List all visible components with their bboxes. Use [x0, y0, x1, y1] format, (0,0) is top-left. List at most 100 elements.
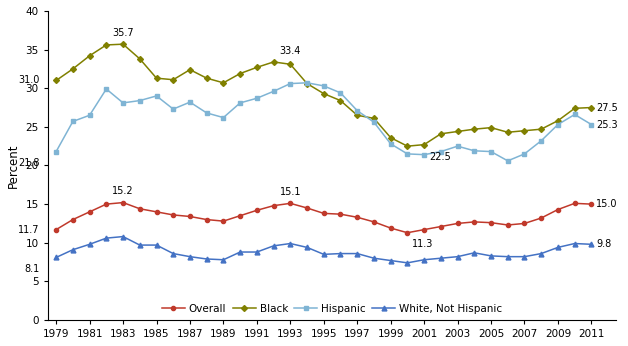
Y-axis label: Percent: Percent: [7, 143, 20, 188]
White, Not Hispanic: [170, 252, 177, 256]
White, Not Hispanic: [571, 242, 578, 246]
Black: [420, 143, 428, 147]
Hispanic: [86, 113, 94, 117]
White, Not Hispanic: [136, 243, 144, 247]
Overall: [186, 215, 193, 219]
White, Not Hispanic: [270, 244, 278, 248]
White, Not Hispanic: [236, 250, 244, 254]
Hispanic: [521, 152, 528, 156]
White, Not Hispanic: [454, 255, 462, 259]
Black: [186, 67, 193, 72]
Overall: [487, 221, 495, 225]
White, Not Hispanic: [470, 251, 478, 255]
White, Not Hispanic: [69, 248, 77, 252]
Hispanic: [102, 87, 110, 91]
Black: [454, 129, 462, 134]
White, Not Hispanic: [487, 254, 495, 258]
Overall: [69, 218, 77, 222]
Hispanic: [470, 149, 478, 153]
Hispanic: [153, 94, 160, 98]
Hispanic: [253, 96, 261, 100]
White, Not Hispanic: [203, 257, 210, 261]
Black: [153, 76, 160, 80]
Black: [370, 116, 377, 120]
Overall: [387, 226, 394, 230]
White, Not Hispanic: [153, 243, 160, 247]
White, Not Hispanic: [253, 250, 261, 254]
Line: Black: Black: [54, 42, 593, 148]
Black: [253, 65, 261, 70]
Overall: [253, 208, 261, 212]
Hispanic: [270, 89, 278, 93]
Line: Overall: Overall: [54, 200, 593, 235]
Hispanic: [236, 101, 244, 105]
Black: [470, 127, 478, 131]
Black: [102, 43, 110, 47]
Overall: [454, 221, 462, 226]
Hispanic: [354, 109, 361, 113]
Overall: [303, 206, 311, 210]
Black: [220, 81, 227, 85]
White, Not Hispanic: [102, 236, 110, 240]
Text: 21.8: 21.8: [18, 158, 40, 168]
Overall: [102, 202, 110, 206]
Overall: [52, 228, 60, 232]
Black: [203, 76, 210, 80]
Black: [303, 82, 311, 86]
Hispanic: [136, 99, 144, 103]
Hispanic: [370, 120, 377, 124]
Black: [69, 67, 77, 71]
Overall: [370, 220, 377, 224]
Hispanic: [303, 81, 311, 85]
Black: [136, 57, 144, 61]
Overall: [86, 210, 94, 214]
Overall: [119, 200, 127, 204]
Text: 15.1: 15.1: [279, 187, 301, 197]
Text: 11.7: 11.7: [18, 225, 40, 235]
White, Not Hispanic: [303, 245, 311, 249]
White, Not Hispanic: [554, 245, 561, 249]
Hispanic: [220, 116, 227, 120]
Overall: [521, 221, 528, 226]
Black: [236, 72, 244, 76]
Hispanic: [504, 159, 512, 163]
Hispanic: [119, 101, 127, 105]
White, Not Hispanic: [504, 255, 512, 259]
Overall: [420, 228, 428, 232]
Black: [538, 127, 545, 131]
Overall: [504, 223, 512, 227]
Line: Hispanic: Hispanic: [54, 81, 593, 163]
Overall: [286, 201, 294, 206]
Text: 15.0: 15.0: [597, 199, 618, 209]
Black: [337, 99, 344, 103]
Overall: [554, 208, 561, 212]
Text: 33.4: 33.4: [279, 46, 301, 56]
Black: [387, 136, 394, 140]
Text: 31.0: 31.0: [18, 75, 40, 85]
Black: [52, 79, 60, 83]
Overall: [320, 211, 328, 216]
Hispanic: [170, 107, 177, 111]
Overall: [220, 219, 227, 223]
White, Not Hispanic: [337, 252, 344, 256]
White, Not Hispanic: [220, 258, 227, 262]
Overall: [571, 201, 578, 206]
Overall: [203, 218, 210, 222]
White, Not Hispanic: [588, 242, 595, 246]
Hispanic: [420, 153, 428, 157]
Hispanic: [454, 144, 462, 148]
Hispanic: [69, 119, 77, 124]
Overall: [236, 213, 244, 218]
Hispanic: [487, 149, 495, 154]
Overall: [588, 202, 595, 206]
Text: 15.2: 15.2: [112, 186, 134, 197]
Hispanic: [538, 139, 545, 143]
Black: [320, 92, 328, 96]
Hispanic: [588, 122, 595, 127]
Overall: [270, 203, 278, 208]
Black: [270, 60, 278, 64]
Black: [286, 62, 294, 66]
White, Not Hispanic: [286, 242, 294, 246]
Black: [504, 130, 512, 134]
Black: [554, 119, 561, 123]
